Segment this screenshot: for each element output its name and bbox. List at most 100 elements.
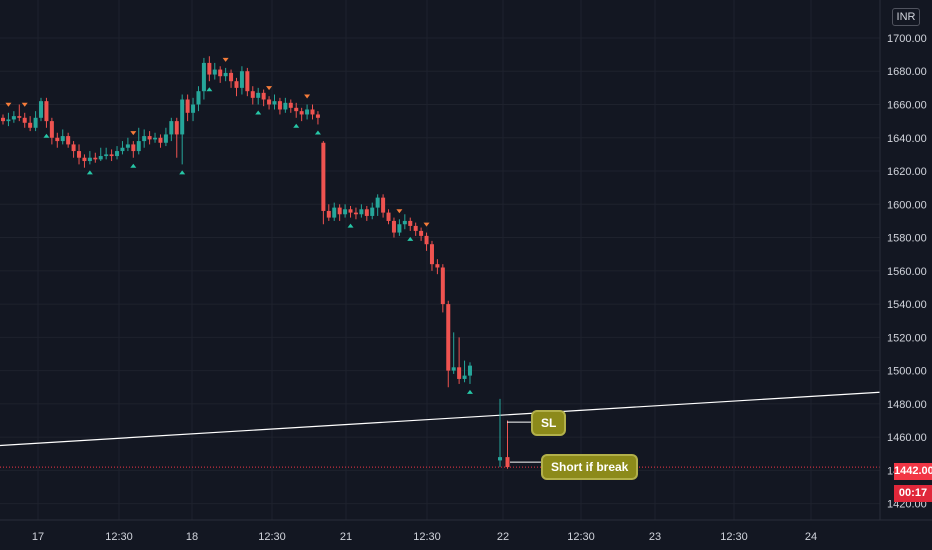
sell-marker (21, 102, 28, 107)
candle-body (234, 81, 239, 88)
candle-body (131, 144, 136, 152)
candle-body (348, 209, 353, 213)
candle-body (163, 134, 168, 143)
candle-body (239, 71, 244, 88)
buy-marker (86, 170, 93, 175)
buy-marker (43, 133, 50, 138)
candle-body (153, 137, 158, 140)
candle-body (419, 230, 424, 236)
candle-body (272, 101, 277, 105)
candle-body (462, 375, 467, 379)
candle-body (196, 91, 201, 105)
candle-body (28, 122, 33, 128)
candle-body (104, 154, 109, 157)
candles-layer (1, 56, 510, 469)
buy-marker (130, 163, 137, 168)
price-axis: 1700.00 1680.00 1660.00 1640.00 1620.00 1600.… (879, 0, 927, 520)
candle-body (391, 220, 396, 233)
x-tick-label: 12:30 (258, 531, 286, 543)
candle-body (11, 116, 16, 120)
candle-body (185, 99, 190, 113)
y-tick-label: 1600.00 (887, 199, 927, 211)
candle-body (498, 457, 502, 461)
candle-body (82, 157, 87, 162)
candle-body (337, 207, 342, 215)
candle-body (136, 141, 141, 152)
x-tick-label: 18 (186, 531, 198, 543)
candle-body (343, 209, 348, 215)
candle-body (22, 117, 27, 123)
countdown-tag: 00:17 (894, 485, 932, 502)
buy-marker (206, 87, 213, 92)
candle-body (125, 144, 130, 148)
buy-marker (314, 130, 321, 135)
candle-body (424, 235, 429, 245)
candle-body (169, 121, 174, 135)
candle-body (245, 71, 250, 92)
candle-body (115, 151, 120, 157)
short-annotation[interactable]: Short if break (541, 454, 639, 480)
candle-body (17, 116, 22, 118)
x-tick-label: 12:30 (413, 531, 441, 543)
sell-marker (396, 209, 403, 214)
candle-body (71, 144, 76, 152)
candle-body (39, 101, 44, 118)
sell-marker (266, 86, 273, 91)
candle-body (77, 151, 82, 158)
candle-body (429, 244, 434, 265)
x-tick-label: 21 (340, 531, 352, 543)
candle-body (1, 117, 5, 122)
candle-body (142, 136, 147, 142)
candle-body (212, 69, 217, 75)
candle-body (191, 104, 196, 113)
x-tick-label: 12:30 (720, 531, 748, 543)
candle-body (109, 154, 114, 157)
candle-body (120, 147, 125, 152)
candle-body (364, 209, 369, 216)
time-axis: 17 12:30 18 12:30 21 12:30 22 12:30 23 12:30 24 (0, 519, 932, 543)
candle-body (218, 69, 223, 77)
candle-body (397, 224, 402, 233)
candle-body (277, 101, 282, 110)
buy-marker (347, 223, 354, 228)
candle-body (315, 114, 320, 118)
markers-layer (5, 57, 541, 463)
candle-body (440, 267, 445, 305)
y-tick-label: 1680.00 (887, 66, 927, 78)
candle-body (435, 264, 440, 268)
sl-annotation[interactable]: SL (531, 410, 567, 436)
candle-body (457, 367, 462, 379)
trendline (0, 391, 881, 447)
buy-marker (255, 110, 262, 115)
candle-body (223, 72, 228, 77)
currency-label[interactable]: INR (892, 8, 920, 26)
candle-body (288, 102, 293, 108)
candle-body (174, 121, 179, 135)
candle-body (261, 92, 266, 100)
y-tick-label: 1620.00 (887, 166, 927, 178)
y-tick-label: 1540.00 (887, 299, 927, 311)
candle-body (256, 92, 261, 98)
candle-body (6, 119, 11, 122)
candle-body (451, 367, 456, 371)
candle-body (60, 136, 65, 142)
sell-marker (130, 131, 137, 136)
x-tick-label: 24 (805, 531, 817, 543)
candle-body (305, 109, 310, 115)
candle-body (467, 365, 472, 376)
candle-body (294, 107, 299, 112)
buy-marker (179, 170, 186, 175)
x-tick-label: 17 (32, 531, 44, 543)
candle-body (299, 111, 304, 115)
candle-body (229, 72, 234, 82)
sell-marker (423, 222, 430, 227)
candle-body (375, 197, 380, 208)
x-tick-label: 12:30 (567, 531, 595, 543)
buy-marker (466, 389, 473, 394)
y-tick-label: 1640.00 (887, 133, 927, 145)
y-tick-label: 1660.00 (887, 99, 927, 111)
y-tick-label: 1520.00 (887, 332, 927, 344)
candle-body (87, 157, 92, 162)
candle-body (66, 136, 71, 145)
